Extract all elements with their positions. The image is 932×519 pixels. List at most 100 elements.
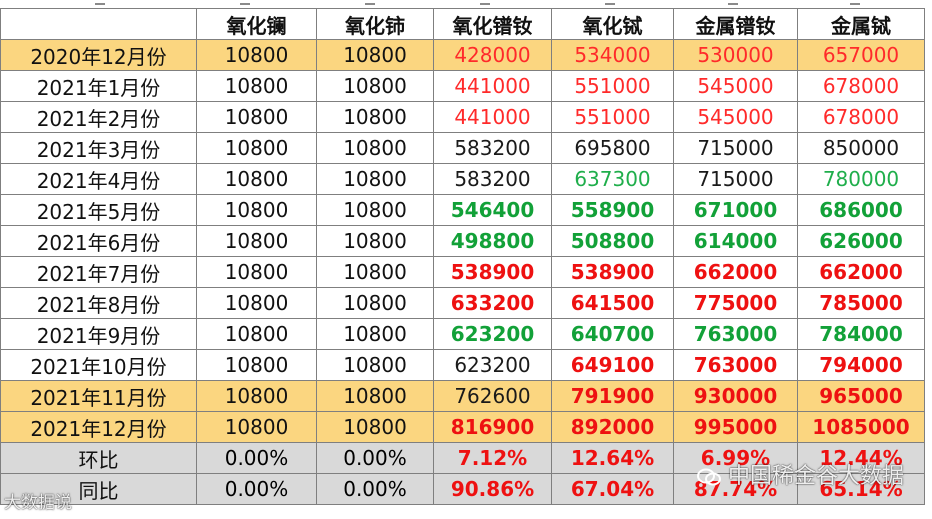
table-cell: 441000: [433, 101, 552, 133]
summary-row: 环比 0.00% 0.00% 7.12% 12.64% 6.99% 12.44%: [0, 442, 925, 474]
row-label: 2021年10月份: [0, 349, 197, 381]
table-cell: 763000: [673, 318, 798, 350]
row-label: 2021年11月份: [0, 380, 197, 412]
column-marker: [605, 3, 615, 5]
table-cell: 995000: [673, 411, 798, 443]
table-cell: 551000: [551, 70, 674, 102]
table-cell: 715000: [673, 132, 798, 164]
table-cell: 637300: [551, 163, 674, 195]
table-row: 2021年9月份 10800 10800 623200 640700 763000 7840…: [0, 318, 925, 350]
table-cell: 794000: [797, 349, 925, 381]
table-cell: 892000: [551, 411, 674, 443]
table-cell: 775000: [673, 287, 798, 319]
table-cell: 780000: [797, 163, 925, 195]
table-cell: 12.64%: [551, 442, 674, 474]
table-cell: 623200: [433, 349, 552, 381]
table-cell: 0.00%: [196, 442, 317, 474]
table-row: 2021年2月份 10800 10800 441000 551000 545000 6780…: [0, 101, 925, 133]
column-marker: [365, 3, 375, 5]
table-cell: 10800: [316, 163, 434, 195]
table-cell: 0.00%: [316, 442, 434, 474]
table-cell: 762600: [433, 380, 552, 412]
table-cell: 10800: [196, 318, 317, 350]
table-cell: 640700: [551, 318, 674, 350]
row-label: 同比: [0, 473, 197, 505]
table-cell: 671000: [673, 194, 798, 226]
column-header: 氧化镧: [196, 8, 317, 40]
table-cell: 498800: [433, 225, 552, 257]
table-cell: 87.74%: [673, 473, 798, 505]
table-row: 2021年8月份 10800 10800 633200 641500 775000 7850…: [0, 287, 925, 319]
table-cell: 695800: [551, 132, 674, 164]
row-label: 2021年6月份: [0, 225, 197, 257]
row-label: 2021年9月份: [0, 318, 197, 350]
table-cell: 10800: [316, 101, 434, 133]
table-cell: 614000: [673, 225, 798, 257]
row-label: 2021年2月份: [0, 101, 197, 133]
table-cell: 583200: [433, 132, 552, 164]
column-header: 金属镨钕: [673, 8, 798, 40]
table-cell: 784000: [797, 318, 925, 350]
table-cell: 534000: [551, 39, 674, 71]
column-marker: [850, 3, 860, 5]
row-label: 2021年12月份: [0, 411, 197, 443]
table-cell: 686000: [797, 194, 925, 226]
column-marker: [480, 3, 490, 5]
table-body: 2020年12月份 10800 10800 428000 534000 530000 657…: [0, 39, 925, 505]
table-cell: 551000: [551, 101, 674, 133]
table-row: 2021年11月份 10800 10800 762600 791900 930000 965…: [0, 380, 925, 412]
table-cell: 10800: [316, 225, 434, 257]
table-cell: 538900: [551, 256, 674, 288]
table-cell: 662000: [673, 256, 798, 288]
sheet-top-strip: [0, 0, 932, 8]
table-cell: 67.04%: [551, 473, 674, 505]
table-cell: 10800: [196, 194, 317, 226]
table-cell: 10800: [196, 132, 317, 164]
row-label: 2021年3月份: [0, 132, 197, 164]
row-label: 2021年5月份: [0, 194, 197, 226]
table-cell: 12.44%: [797, 442, 925, 474]
table-row: 2021年6月份 10800 10800 498800 508800 614000 6260…: [0, 225, 925, 257]
table-cell: 545000: [673, 101, 798, 133]
table-cell: 0.00%: [316, 473, 434, 505]
table-cell: 508800: [551, 225, 674, 257]
column-marker: [728, 3, 738, 5]
table-cell: 10800: [316, 194, 434, 226]
row-label: 2020年12月份: [0, 39, 197, 71]
table-row: 2021年12月份 10800 10800 816900 892000 995000 108…: [0, 411, 925, 443]
table-cell: 558900: [551, 194, 674, 226]
table-cell: 10800: [316, 132, 434, 164]
table-row: 2020年12月份 10800 10800 428000 534000 530000 657…: [0, 39, 925, 71]
table-cell: 10800: [316, 70, 434, 102]
table-cell: 10800: [196, 225, 317, 257]
table-cell: 10800: [196, 101, 317, 133]
table-cell: 763000: [673, 349, 798, 381]
table-cell: 930000: [673, 380, 798, 412]
table-cell: 10800: [316, 256, 434, 288]
table-row: 2021年4月份 10800 10800 583200 637300 715000 7800…: [0, 163, 925, 195]
summary-row: 同比 0.00% 0.00% 90.86% 67.04% 87.74% 65.14%: [0, 473, 925, 505]
row-label: 环比: [0, 442, 197, 474]
table-cell: 583200: [433, 163, 552, 195]
table-cell: 90.86%: [433, 473, 552, 505]
table-cell: 816900: [433, 411, 552, 443]
row-label: 2021年8月份: [0, 287, 197, 319]
table-cell: 791900: [551, 380, 674, 412]
table-cell: 641500: [551, 287, 674, 319]
row-label: 2021年7月份: [0, 256, 197, 288]
column-marker: [95, 3, 105, 5]
table-cell: 1085000: [797, 411, 925, 443]
column-marker: [240, 3, 250, 5]
row-label: 2021年4月份: [0, 163, 197, 195]
table-row: 2021年5月份 10800 10800 546400 558900 671000 6860…: [0, 194, 925, 226]
table-cell: 715000: [673, 163, 798, 195]
table-cell: 10800: [196, 411, 317, 443]
table-cell: 10800: [316, 318, 434, 350]
table-cell: 10800: [196, 380, 317, 412]
table-cell: 678000: [797, 70, 925, 102]
table-cell: 10800: [316, 380, 434, 412]
table-row: 2021年10月份 10800 10800 623200 649100 763000 794…: [0, 349, 925, 381]
table-cell: 10800: [316, 349, 434, 381]
table-cell: 623200: [433, 318, 552, 350]
column-header: 金属铽: [797, 8, 925, 40]
